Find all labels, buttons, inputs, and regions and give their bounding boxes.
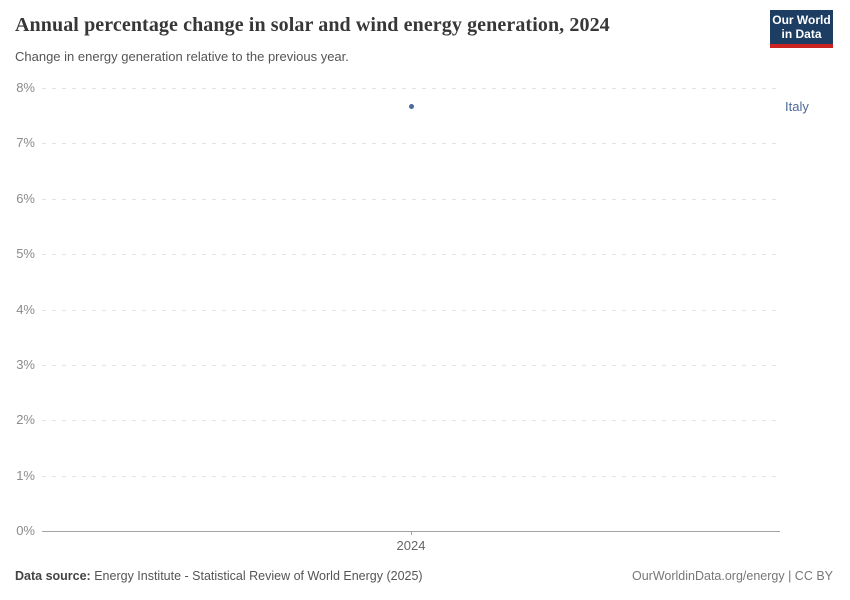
chart-subtitle: Change in energy generation relative to … [15,49,349,64]
owid-logo[interactable]: Our World in Data [770,10,833,48]
y-tick-label: 8% [16,80,35,95]
gridline [42,254,780,256]
gridline [42,364,780,366]
y-tick-label: 1% [16,467,35,483]
data-point-italy[interactable] [408,103,414,109]
x-tick-label: 2024 [396,538,426,553]
y-tick-label: 5% [16,246,35,262]
owid-logo-text: Our World in Data [772,12,831,41]
gridline [42,198,780,200]
y-tick-label: 3% [16,356,35,372]
y-tick-label: 2% [16,412,35,428]
data-source-note: Data source: Energy Institute - Statisti… [15,569,423,583]
data-source-label: Data source: [15,569,91,583]
plot-area [42,88,780,532]
owid-link[interactable]: OurWorldinData.org/energy | CC BY [631,569,833,583]
gridline [42,420,780,422]
y-tick-label: 0% [16,523,35,538]
gridline [42,475,780,477]
y-tick-label: 6% [16,190,35,206]
y-tick-label: 4% [16,301,35,317]
gridline [42,88,780,89]
chart-title: Annual percentage change in solar and wi… [15,14,610,36]
gridline [42,143,780,145]
data-source-text: Energy Institute - Statistical Review of… [90,569,423,583]
x-axis-tick [411,531,412,535]
gridline [42,309,780,311]
y-tick-label: 7% [16,135,35,151]
entity-label-italy[interactable]: Italy [785,99,809,115]
